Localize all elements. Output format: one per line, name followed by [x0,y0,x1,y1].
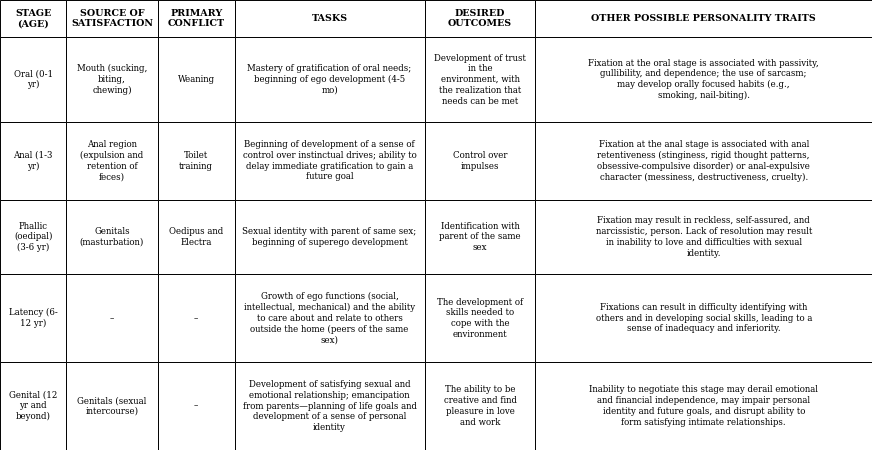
Bar [0,0,66,37]
Bar [158,274,235,362]
Bar [66,37,158,122]
Text: Identification with
parent of the same
sex: Identification with parent of the same s… [439,222,521,252]
Text: Oral (0-1
yr): Oral (0-1 yr) [14,70,52,90]
Bar [158,122,235,199]
Text: The development of
skills needed to
cope with the
environment: The development of skills needed to cope… [437,297,523,339]
Text: Toilet
training: Toilet training [180,151,213,171]
Bar [235,274,425,362]
Text: Control over
impulses: Control over impulses [453,151,508,171]
Text: –: – [194,401,199,410]
Text: Oedipus and
Electra: Oedipus and Electra [169,227,223,247]
Text: PRIMARY
CONFLICT: PRIMARY CONFLICT [167,9,225,28]
Bar [0,274,66,362]
Text: OTHER POSSIBLE PERSONALITY TRAITS: OTHER POSSIBLE PERSONALITY TRAITS [591,14,816,23]
Bar [235,362,425,450]
Text: Fixation at the oral stage is associated with passivity,
gullibility, and depend: Fixation at the oral stage is associated… [589,59,819,100]
Bar [235,37,425,122]
Text: TASKS: TASKS [311,14,348,23]
Bar [0,199,66,274]
Bar [235,122,425,199]
Bar [535,274,872,362]
Text: Genitals
(masturbation): Genitals (masturbation) [80,227,144,247]
Text: Beginning of development of a sense of
control over instinctual drives; ability : Beginning of development of a sense of c… [242,140,417,181]
Bar [425,199,535,274]
Bar [535,362,872,450]
Text: Latency (6-
12 yr): Latency (6- 12 yr) [9,308,58,328]
Bar [425,37,535,122]
Text: SOURCE OF
SATISFACTION: SOURCE OF SATISFACTION [71,9,153,28]
Bar [425,274,535,362]
Bar [535,122,872,199]
Text: The ability to be
creative and find
pleasure in love
and work: The ability to be creative and find plea… [444,386,516,427]
Text: Weaning: Weaning [178,75,215,84]
Bar [66,199,158,274]
Text: Genitals (sexual
intercourse): Genitals (sexual intercourse) [78,396,146,416]
Bar [535,37,872,122]
Bar [535,0,872,37]
Bar [235,199,425,274]
Text: Phallic
(oedipal)
(3-6 yr): Phallic (oedipal) (3-6 yr) [14,221,52,252]
Text: Growth of ego functions (social,
intellectual, mechanical) and the ability
to ca: Growth of ego functions (social, intelle… [244,292,415,344]
Text: Sexual identity with parent of same sex;
beginning of superego development: Sexual identity with parent of same sex;… [242,227,417,247]
Bar [425,362,535,450]
Bar [0,37,66,122]
Bar [535,199,872,274]
Text: Development of satisfying sexual and
emotional relationship; emancipation
from p: Development of satisfying sexual and emo… [242,380,417,432]
Text: Fixation may result in reckless, self-assured, and
narcissistic, person. Lack of: Fixation may result in reckless, self-as… [596,216,812,257]
Text: Mouth (sucking,
biting,
chewing): Mouth (sucking, biting, chewing) [77,64,147,95]
Bar [158,362,235,450]
Bar [158,0,235,37]
Text: Anal (1-3
yr): Anal (1-3 yr) [13,151,53,171]
Bar [425,0,535,37]
Text: Mastery of gratification of oral needs;
beginning of ego development (4-5
mo): Mastery of gratification of oral needs; … [248,64,412,95]
Text: –: – [110,314,114,323]
Bar [425,122,535,199]
Text: Inability to negotiate this stage may derail emotional
and financial independenc: Inability to negotiate this stage may de… [589,386,818,427]
Bar [66,0,158,37]
Text: Genital (12
yr and
beyond): Genital (12 yr and beyond) [9,391,58,421]
Text: STAGE
(AGE): STAGE (AGE) [15,9,51,28]
Bar [235,0,425,37]
Text: Development of trust
in the
environment, with
the realization that
needs can be : Development of trust in the environment,… [434,54,526,105]
Bar [0,362,66,450]
Text: Fixations can result in difficulty identifying with
others and in developing soc: Fixations can result in difficulty ident… [596,303,812,333]
Text: Fixation at the anal stage is associated with anal
retentiveness (stinginess, ri: Fixation at the anal stage is associated… [597,140,810,182]
Bar [0,122,66,199]
Text: Anal region
(expulsion and
retention of
feces): Anal region (expulsion and retention of … [80,140,144,181]
Bar [66,274,158,362]
Bar [158,199,235,274]
Text: –: – [194,314,199,323]
Text: DESIRED
OUTCOMES: DESIRED OUTCOMES [448,9,512,28]
Bar [66,122,158,199]
Bar [66,362,158,450]
Bar [158,37,235,122]
